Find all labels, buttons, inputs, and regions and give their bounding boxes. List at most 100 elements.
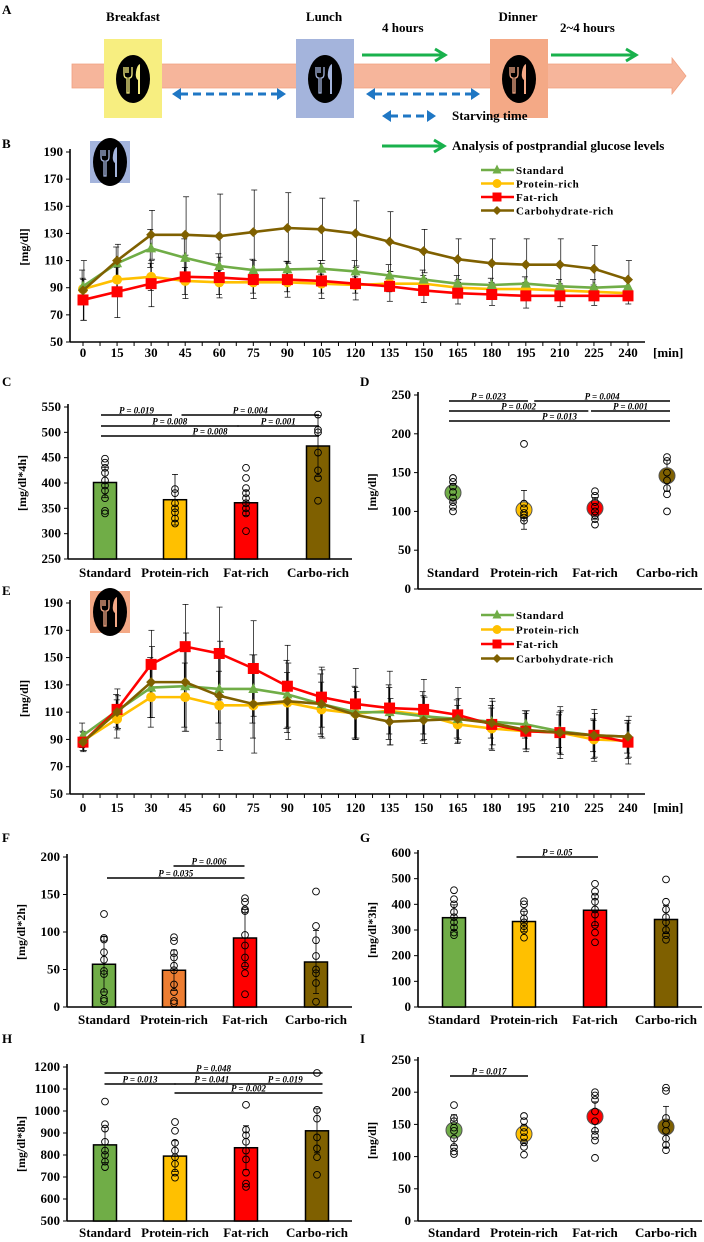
data-point [662, 1083, 670, 1092]
x-tick-label: 225 [584, 800, 604, 815]
marker-triangle [452, 277, 463, 288]
group-standard [441, 886, 467, 1008]
data-point [171, 1159, 179, 1168]
data-point [591, 515, 599, 524]
p-value-label: P = 0.035 [158, 869, 194, 879]
y-tick-label: 450 [42, 450, 62, 465]
marker-diamond [452, 254, 463, 265]
group-fat-rich [586, 1088, 604, 1162]
data-point [449, 482, 457, 491]
panel-letter: I [360, 1031, 365, 1046]
fork-shape [100, 150, 110, 177]
x-tick-label: 240 [618, 800, 638, 815]
marker-square [492, 192, 502, 202]
data-point [242, 1146, 250, 1155]
marker-diamond [282, 223, 293, 233]
category-label: Protein-rich [490, 1225, 558, 1240]
category-label: Protein-rich [490, 1012, 558, 1027]
marker-triangle [146, 242, 157, 253]
data-point [450, 1114, 458, 1122]
data-point [242, 504, 250, 513]
marker-diamond [520, 724, 531, 735]
legend-label: Protein-rich [516, 179, 579, 191]
starving-arrow-2-heads [366, 88, 480, 100]
data-point [591, 1107, 599, 1116]
group-carbo-rich [657, 1083, 675, 1155]
series-carbohydrate-rich [78, 677, 633, 748]
data-point [520, 1138, 528, 1147]
data-point [171, 1168, 179, 1177]
panel-d-dot-chart: 0 50 100 150 200 250 [mg/dl] D Standard Protein-r… [360, 374, 702, 596]
data-point [591, 887, 599, 896]
data-point [662, 1141, 670, 1149]
data-point [663, 476, 671, 485]
category-label: Carbo-rich [285, 1012, 348, 1027]
data-point [520, 509, 528, 517]
category-label: Protein-rich [490, 565, 558, 580]
data-point [591, 487, 599, 496]
data-point [313, 1106, 321, 1114]
data-point [663, 484, 671, 492]
data-point [242, 1100, 250, 1109]
marker-diamond [248, 227, 259, 238]
marker-diamond [486, 718, 497, 729]
data-point [313, 1114, 321, 1123]
legend-item: Standard [481, 609, 564, 622]
marker-diamond [180, 677, 191, 688]
panel-letter: G [360, 830, 370, 845]
data-point [662, 926, 670, 934]
marker-square [77, 294, 89, 306]
data-point [663, 457, 671, 465]
group-carbo-rich [658, 453, 676, 516]
y-tick-label: 90 [50, 280, 63, 295]
marker-square [281, 274, 293, 286]
marker-diamond [146, 229, 157, 240]
legend-analysis-label: Analysis of postprandial glucose levels [452, 138, 664, 153]
data-point [591, 1154, 599, 1162]
data-point [241, 953, 249, 962]
marker-square [418, 703, 430, 715]
panel-h-bar-chart: 500 600 700 800 900 1000 1100 1200 [mg/dl*8h] H St… [2, 1031, 352, 1240]
data-point [100, 994, 108, 1003]
marker-triangle [588, 281, 599, 292]
category-label: Carbo-rich [635, 1012, 698, 1027]
y-tick-label: 100 [392, 973, 412, 988]
data-point [170, 999, 178, 1008]
y-tick-label: 900 [41, 1125, 61, 1140]
category-label: Fat-rich [223, 1225, 269, 1240]
data-point [520, 926, 528, 934]
legend: Standard Protein-rich Fat-rich Carbohydrate… [481, 609, 613, 666]
marker-diamond [486, 258, 497, 269]
data-point [242, 489, 250, 497]
marker-diamond [112, 707, 123, 718]
data-point [662, 931, 670, 939]
panel-f-bar-chart: 0 50 100 150 200 [mg/dl*2h] F Standard Protein-r… [2, 830, 352, 1027]
marker-triangle [486, 279, 497, 289]
y-tick-label: 90 [50, 731, 63, 746]
marker-square [247, 662, 259, 674]
marker-diamond [384, 236, 395, 247]
group-carbo-rich [305, 410, 331, 560]
data-point [101, 1146, 109, 1155]
data-point [520, 1128, 528, 1136]
marker-square [315, 691, 327, 703]
marker-diamond [350, 709, 361, 720]
y-tick-label: 70 [50, 307, 63, 322]
y-axis-label: [mg/dl] [365, 1122, 379, 1159]
marker-square [622, 290, 634, 302]
data-point [591, 520, 599, 529]
y-tick-label: 110 [44, 704, 63, 719]
data-point [591, 502, 599, 511]
group-carbo-rich [653, 875, 679, 1008]
y-axis-label: [mg/dl*4h] [15, 455, 29, 511]
data-point [450, 918, 458, 927]
data-point [591, 498, 599, 506]
y-tick-label: 190 [44, 144, 64, 159]
category-label: Carbo-rich [286, 1225, 349, 1240]
marker-triangle [520, 277, 531, 288]
data-point [101, 463, 109, 472]
category-label: Fat-rich [572, 1012, 618, 1027]
p-value-label: P = 0.019 [119, 406, 155, 416]
y-tick-label: 170 [44, 622, 64, 637]
